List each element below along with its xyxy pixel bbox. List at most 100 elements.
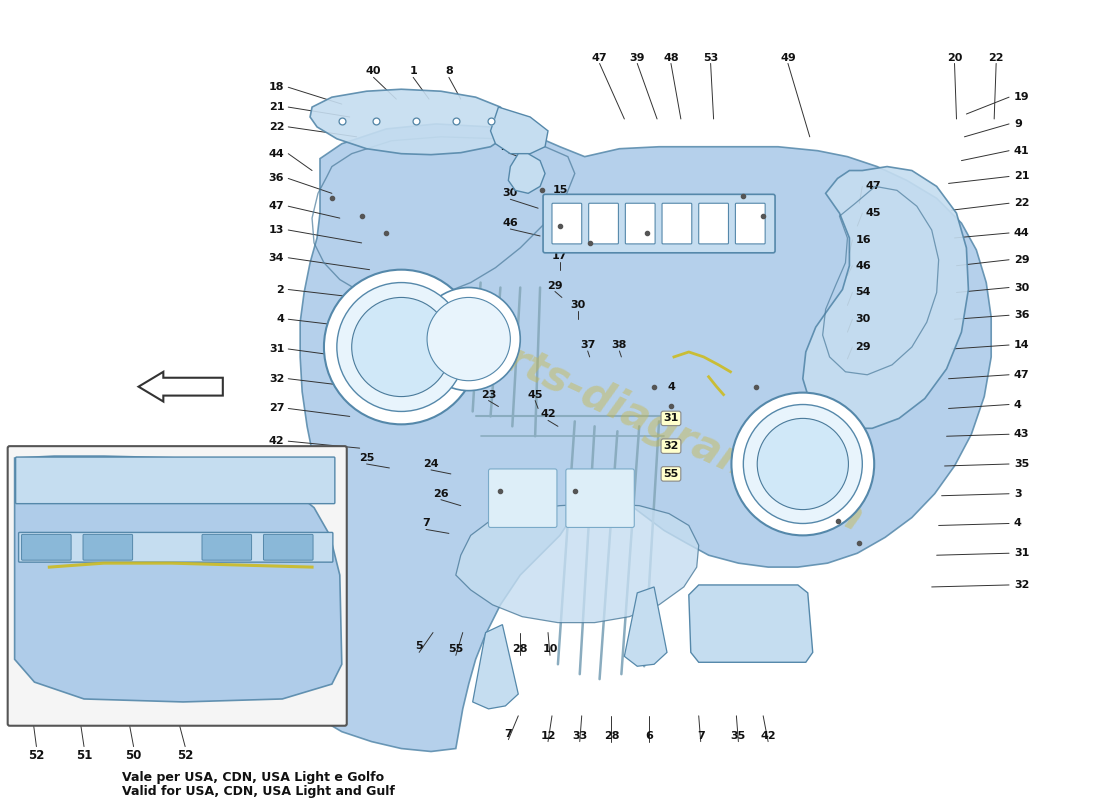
Text: 18: 18 (268, 82, 284, 92)
Circle shape (323, 270, 478, 424)
Circle shape (427, 298, 510, 381)
FancyBboxPatch shape (82, 534, 133, 560)
Polygon shape (455, 504, 698, 622)
Text: 42: 42 (760, 730, 775, 741)
Text: 4: 4 (667, 382, 675, 392)
Circle shape (757, 418, 848, 510)
Text: 23: 23 (481, 390, 496, 399)
FancyBboxPatch shape (662, 203, 692, 244)
Text: 6: 6 (646, 730, 653, 741)
Polygon shape (508, 154, 544, 194)
Text: 51: 51 (76, 749, 92, 762)
Circle shape (352, 298, 451, 397)
FancyBboxPatch shape (565, 469, 635, 527)
Text: 4: 4 (1014, 518, 1022, 529)
Polygon shape (14, 456, 342, 702)
Text: 41: 41 (1014, 146, 1030, 156)
Text: 21: 21 (1014, 171, 1030, 182)
Text: 52: 52 (29, 749, 45, 762)
Text: 31: 31 (268, 344, 284, 354)
Polygon shape (297, 124, 991, 751)
Text: 34: 34 (268, 253, 284, 262)
Text: 36: 36 (268, 174, 284, 183)
Text: 49: 49 (780, 53, 795, 62)
Text: 33: 33 (572, 730, 587, 741)
Text: 12: 12 (540, 730, 556, 741)
Text: 26: 26 (433, 489, 449, 498)
Text: 3: 3 (1014, 489, 1022, 498)
Text: 29: 29 (1014, 254, 1030, 265)
Text: 44: 44 (268, 149, 284, 158)
Polygon shape (491, 107, 548, 154)
Text: 4: 4 (1014, 399, 1022, 410)
Text: 10: 10 (542, 644, 558, 654)
Text: 13: 13 (268, 225, 284, 235)
Text: 30: 30 (570, 300, 585, 310)
Text: 32: 32 (1014, 580, 1030, 590)
Text: 42: 42 (268, 436, 284, 446)
Text: 5: 5 (416, 642, 422, 651)
Text: 45: 45 (866, 208, 881, 218)
Text: 42: 42 (540, 410, 556, 419)
Text: 11: 11 (483, 644, 498, 654)
FancyBboxPatch shape (552, 203, 582, 244)
Text: 55: 55 (448, 644, 463, 654)
FancyBboxPatch shape (698, 203, 728, 244)
Text: 47: 47 (592, 53, 607, 62)
FancyBboxPatch shape (588, 203, 618, 244)
Text: 9: 9 (1014, 119, 1022, 129)
Text: 16: 16 (856, 235, 871, 245)
Text: 28: 28 (604, 730, 619, 741)
Text: 4: 4 (276, 314, 284, 324)
Text: 43: 43 (1014, 430, 1030, 439)
Text: 37: 37 (580, 340, 595, 350)
Text: 30: 30 (856, 314, 870, 324)
FancyBboxPatch shape (626, 203, 656, 244)
Text: 54: 54 (856, 287, 871, 298)
Text: 7: 7 (505, 729, 513, 738)
Text: 29: 29 (856, 342, 871, 352)
Polygon shape (473, 625, 518, 709)
Text: 29: 29 (547, 281, 563, 290)
Text: parts-diagram.com: parts-diagram.com (448, 313, 870, 540)
Text: 22: 22 (1014, 198, 1030, 208)
Circle shape (417, 287, 520, 390)
Polygon shape (689, 585, 813, 662)
Text: 32: 32 (663, 441, 679, 451)
Text: 1: 1 (409, 66, 417, 76)
Text: 46: 46 (856, 261, 871, 270)
Text: 7: 7 (696, 730, 705, 741)
Text: 50: 50 (125, 749, 142, 762)
Text: 31: 31 (1014, 548, 1030, 558)
Text: Valid for USA, CDN, USA Light and Gulf: Valid for USA, CDN, USA Light and Gulf (122, 786, 395, 798)
FancyArrow shape (139, 372, 223, 402)
Text: 15: 15 (552, 186, 568, 195)
Text: 17: 17 (552, 250, 568, 261)
Text: 7: 7 (422, 518, 430, 529)
FancyBboxPatch shape (22, 534, 72, 560)
FancyBboxPatch shape (202, 534, 252, 560)
Text: 35: 35 (1014, 459, 1030, 469)
Polygon shape (625, 587, 667, 666)
Text: 22: 22 (268, 122, 284, 132)
Text: 44: 44 (1014, 228, 1030, 238)
Polygon shape (803, 166, 968, 428)
Text: 20: 20 (947, 53, 962, 62)
Text: 45: 45 (527, 390, 543, 399)
Text: 22: 22 (989, 53, 1004, 62)
Polygon shape (310, 90, 510, 154)
Text: 55: 55 (663, 469, 679, 479)
Text: 28: 28 (513, 644, 528, 654)
FancyBboxPatch shape (736, 203, 766, 244)
Text: 14: 14 (1014, 340, 1030, 350)
Text: 32: 32 (268, 374, 284, 384)
Text: 40: 40 (366, 66, 382, 76)
Text: 25: 25 (359, 453, 374, 463)
FancyBboxPatch shape (264, 534, 314, 560)
Text: 47: 47 (1014, 370, 1030, 380)
Text: 29: 29 (500, 142, 516, 152)
Text: 53: 53 (703, 53, 718, 62)
Text: 52: 52 (177, 749, 194, 762)
Text: 2: 2 (276, 285, 284, 294)
FancyBboxPatch shape (8, 446, 346, 726)
